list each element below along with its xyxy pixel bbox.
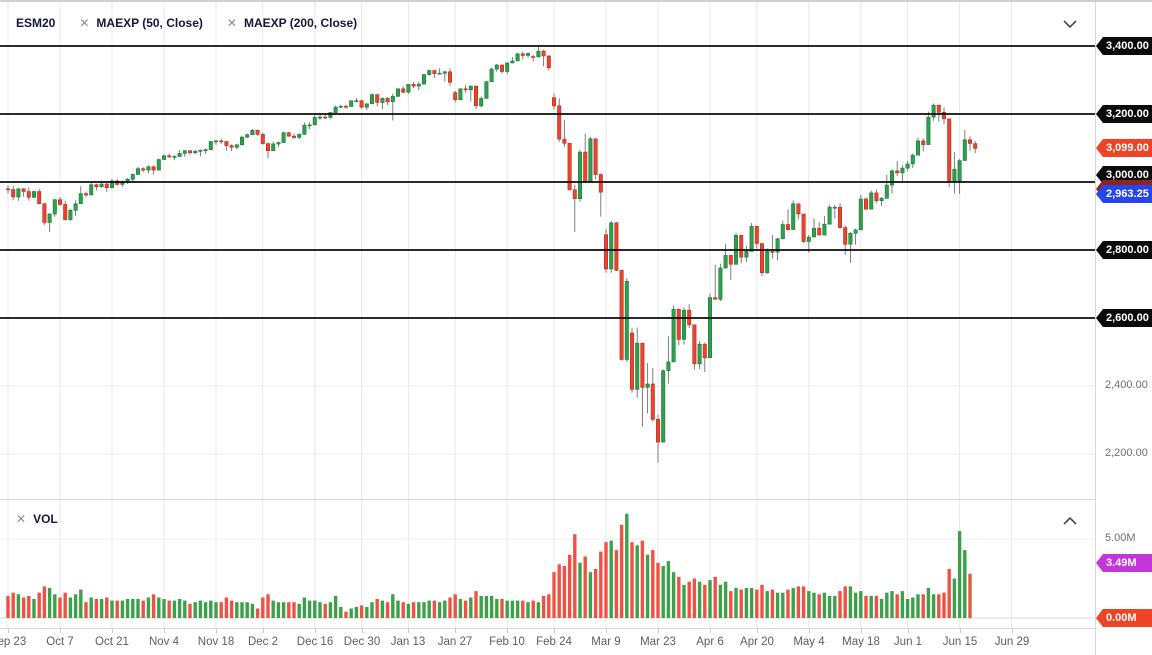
time-axis[interactable]: Sep 23 Oct 7 Oct 21 Nov 4 Nov 18 Dec 2 Dec 16 D…: [0, 629, 1095, 655]
time-axis-label: Jun 1: [893, 636, 923, 648]
volume-chart-canvas[interactable]: [0, 499, 1095, 629]
indicator-maexp-200: ✕ MAEXP (200, Close): [227, 16, 357, 30]
level-price-badge: 2,600.00: [1096, 309, 1152, 327]
price-tick-label: 2,200.00: [1105, 447, 1148, 459]
price-tick-label: 2,400.00: [1105, 379, 1148, 391]
time-axis-label: Oct 7: [46, 636, 74, 648]
time-tick: [606, 629, 607, 633]
time-axis-label: Feb 10: [489, 636, 525, 648]
chevron-down-icon: [1063, 20, 1077, 28]
time-tick: [809, 629, 810, 633]
time-tick: [960, 629, 961, 633]
time-axis-label: Apr 20: [740, 636, 774, 648]
level-price-badge: 3,200.00: [1096, 105, 1152, 123]
time-tick: [263, 629, 264, 633]
close-icon[interactable]: ✕: [226, 16, 237, 30]
time-tick: [507, 629, 508, 633]
time-tick: [658, 629, 659, 633]
symbol-label: ESM20: [16, 16, 56, 30]
volume-badge: 3.49M: [1096, 554, 1152, 572]
volume-tick-label: 5.00M: [1105, 532, 1136, 544]
time-tick: [455, 629, 456, 633]
time-axis-label: May 4: [793, 636, 825, 648]
time-tick: [112, 629, 113, 633]
indicator-maexp-50: ✕ MAEXP (50, Close): [79, 16, 203, 30]
time-tick: [8, 629, 9, 633]
panel-divider[interactable]: [0, 499, 1095, 500]
time-axis-label: Nov 18: [197, 636, 235, 648]
time-tick: [757, 629, 758, 633]
indicator-label: MAEXP (200, Close): [243, 16, 358, 30]
price-axis[interactable]: 3,400.00 3,200.00 3,099.00 3,000.00 2,963.25…: [1095, 2, 1152, 655]
time-axis-label: Jun 15: [942, 636, 978, 648]
time-axis-label: Dec 16: [296, 636, 334, 648]
level-price-badge: 3,000.00: [1096, 166, 1152, 184]
time-tick: [908, 629, 909, 633]
time-axis-label: Jan 27: [437, 636, 473, 648]
time-axis-label: Oct 21: [95, 636, 129, 648]
time-axis-label: May 18: [842, 636, 880, 648]
time-tick: [1012, 629, 1013, 633]
time-tick: [60, 629, 61, 633]
level-price-badge: 3,400.00: [1096, 37, 1152, 55]
time-axis-label: Mar 9: [591, 636, 621, 648]
close-icon[interactable]: ✕: [16, 512, 27, 526]
chevron-up-icon: [1063, 517, 1077, 525]
time-axis-label: Jun 29: [994, 636, 1030, 648]
time-axis-label: Mar 23: [640, 636, 676, 648]
last-price-price-badge: 3,099.00: [1096, 139, 1152, 157]
price-legend: ESM20 ✕ MAEXP (50, Close) ✕ MAEXP (200, …: [16, 16, 357, 30]
time-axis-label: Dec 2: [247, 636, 279, 648]
time-axis-label: Feb 24: [536, 636, 572, 648]
time-axis-label: Nov 4: [148, 636, 180, 648]
collapse-price-panel-button[interactable]: [1056, 14, 1084, 34]
axis-divider: [0, 628, 1095, 629]
time-axis-label: Dec 30: [343, 636, 381, 648]
time-axis-label: Apr 6: [696, 636, 724, 648]
price-chart-canvas[interactable]: [0, 2, 1095, 499]
indicator-label: MAEXP (50, Close): [96, 16, 203, 30]
time-axis-label: Jan 13: [390, 636, 426, 648]
volume-indicator-label: VOL: [33, 512, 58, 526]
time-tick: [164, 629, 165, 633]
time-tick: [408, 629, 409, 633]
volume-badge: 0.00M: [1096, 609, 1152, 627]
time-tick: [554, 629, 555, 633]
collapse-volume-panel-button[interactable]: [1056, 511, 1084, 531]
time-tick: [861, 629, 862, 633]
time-tick: [216, 629, 217, 633]
time-tick: [315, 629, 316, 633]
time-axis-label: Sep 23: [0, 636, 27, 648]
close-icon[interactable]: ✕: [79, 16, 90, 30]
level-price-badge: 2,800.00: [1096, 241, 1152, 259]
time-tick: [362, 629, 363, 633]
ma200-value-price-badge: 2,963.25: [1096, 185, 1152, 203]
time-tick: [710, 629, 711, 633]
volume-legend: ✕ VOL: [16, 512, 58, 526]
